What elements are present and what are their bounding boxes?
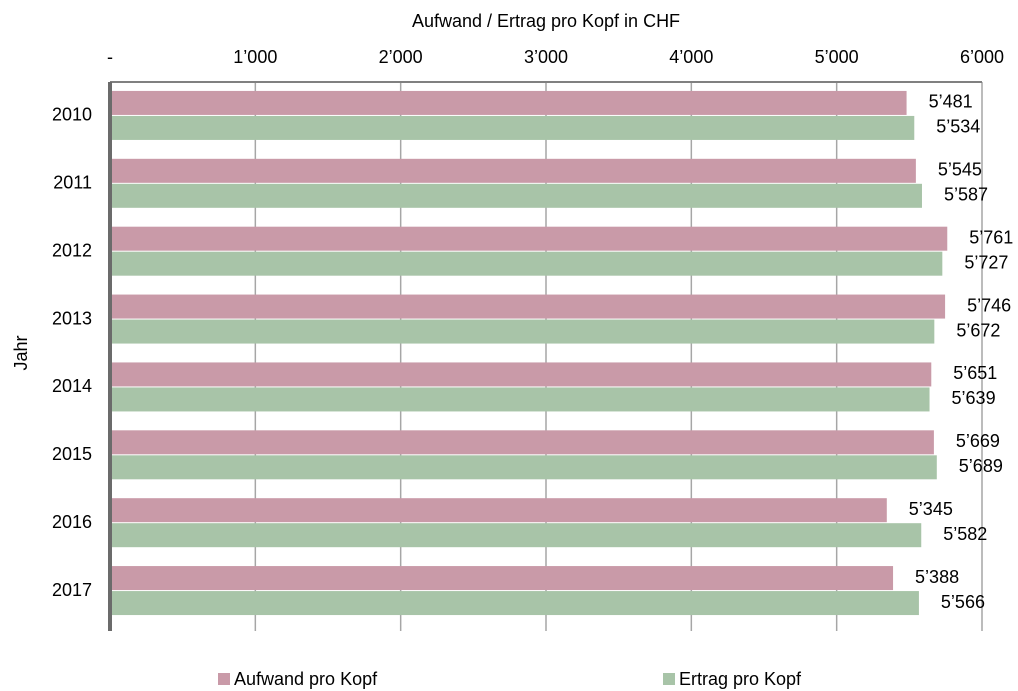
data-label: 5’388	[915, 567, 959, 587]
bar	[110, 183, 922, 208]
y-axis-title: Jahr	[11, 335, 31, 370]
bar	[110, 387, 930, 412]
legend-label: Ertrag pro Kopf	[679, 669, 802, 689]
legend-label: Aufwand pro Kopf	[234, 669, 378, 689]
bar	[110, 566, 894, 591]
legend-swatch	[663, 673, 675, 685]
bar	[110, 591, 919, 616]
x-tick-label: -	[107, 47, 113, 67]
bar	[110, 523, 922, 548]
x-tick-label: 3’000	[524, 47, 568, 67]
bar	[110, 251, 943, 276]
data-label: 5’345	[909, 499, 953, 519]
y-tick-label: 2016	[52, 512, 92, 532]
data-label: 5’566	[941, 592, 985, 612]
data-label: 5’669	[956, 431, 1000, 451]
x-tick-label: 2’000	[379, 47, 423, 67]
bar	[110, 362, 932, 387]
y-tick-label: 2012	[52, 240, 92, 260]
data-label: 5’481	[929, 92, 973, 112]
bar	[110, 430, 934, 455]
x-tick-label: 4’000	[669, 47, 713, 67]
data-label: 5’582	[943, 524, 987, 544]
bar	[110, 226, 948, 251]
y-tick-label: 2017	[52, 580, 92, 600]
x-axis-title: Aufwand / Ertrag pro Kopf in CHF	[412, 11, 680, 31]
x-tick-label: 1’000	[233, 47, 277, 67]
bar	[110, 90, 907, 115]
legend-swatch	[218, 673, 230, 685]
data-label: 5’534	[936, 117, 980, 137]
y-tick-label: 2014	[52, 376, 92, 396]
data-label: 5’639	[952, 388, 996, 408]
bar	[110, 319, 935, 344]
bar	[110, 115, 915, 140]
data-label: 5’587	[944, 185, 988, 205]
data-label: 5’689	[959, 456, 1003, 476]
data-label: 5’727	[964, 252, 1008, 272]
data-label: 5’746	[967, 295, 1011, 315]
data-label: 5’651	[953, 363, 997, 383]
bar	[110, 158, 916, 183]
bar	[110, 294, 946, 319]
data-label: 5’672	[956, 320, 1000, 340]
data-label: 5’545	[938, 160, 982, 180]
x-tick-label: 6’000	[960, 47, 1004, 67]
y-tick-label: 2013	[52, 308, 92, 328]
y-tick-label: 2015	[52, 444, 92, 464]
bar	[110, 455, 937, 480]
y-tick-label: 2011	[53, 173, 92, 193]
data-label: 5’761	[969, 227, 1013, 247]
x-tick-label: 5’000	[815, 47, 859, 67]
bar	[110, 498, 887, 523]
y-tick-label: 2010	[52, 105, 92, 125]
